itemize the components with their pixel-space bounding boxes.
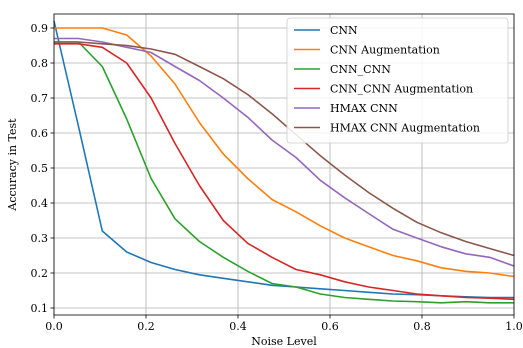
y-tick-label: 0.1 [31, 302, 49, 315]
y-tick-label: 0.4 [31, 197, 49, 210]
y-tick-label: 0.3 [31, 232, 49, 245]
legend-box [286, 17, 509, 144]
y-tick-label: 0.8 [31, 57, 49, 70]
axis-ticks: 0.0 0.2 0.4 0.6 0.8 1.0 0.1 0.2 0.3 0.4 0.5 0.6 0.7 0… [31, 22, 523, 333]
legend-label-hmax-cnn-augmentation: HMAX CNN Augmentation [330, 122, 480, 135]
series-line-hmax-cnn-augmentation [54, 41, 515, 257]
series-line-cnn-cnn [54, 41, 514, 304]
plot-frame [53, 13, 515, 316]
series-lines [53, 20, 515, 304]
legend-label-hmax-cnn: HMAX CNN [330, 102, 398, 115]
x-tick-label: 0.2 [137, 320, 155, 333]
x-axis-label: Noise Level [251, 335, 317, 348]
x-tick-label: 0.0 [45, 320, 63, 333]
y-tick-label: 0.2 [31, 267, 49, 280]
legend: CNN CNN Augmentation CNN_CNN CNN_CNN Augmen… [286, 17, 509, 144]
x-tick-label: 0.8 [413, 320, 431, 333]
y-tick-label: 0.9 [31, 22, 49, 35]
legend-label-cnn: CNN [330, 24, 358, 37]
legend-label-cnn-augmentation: CNN Augmentation [330, 44, 440, 57]
x-tick-label: 0.6 [321, 320, 339, 333]
series-line-cnn-cnn-augmentation [54, 42, 515, 301]
series-line-cnn-augmentation [54, 27, 515, 278]
x-tick-label: 0.4 [229, 320, 247, 333]
y-axis-label: Accuracy in Test [6, 118, 19, 212]
y-tick-label: 0.7 [31, 92, 49, 105]
y-tick-label: 0.6 [31, 127, 49, 140]
legend-label-cnn-cnn-augmentation: CNN_CNN Augmentation [330, 83, 473, 96]
series-line-hmax-cnn [54, 37, 515, 267]
y-tick-label: 0.5 [31, 162, 49, 175]
x-tick-label: 1.0 [505, 320, 523, 333]
legend-label-cnn-cnn: CNN_CNN [330, 63, 391, 76]
